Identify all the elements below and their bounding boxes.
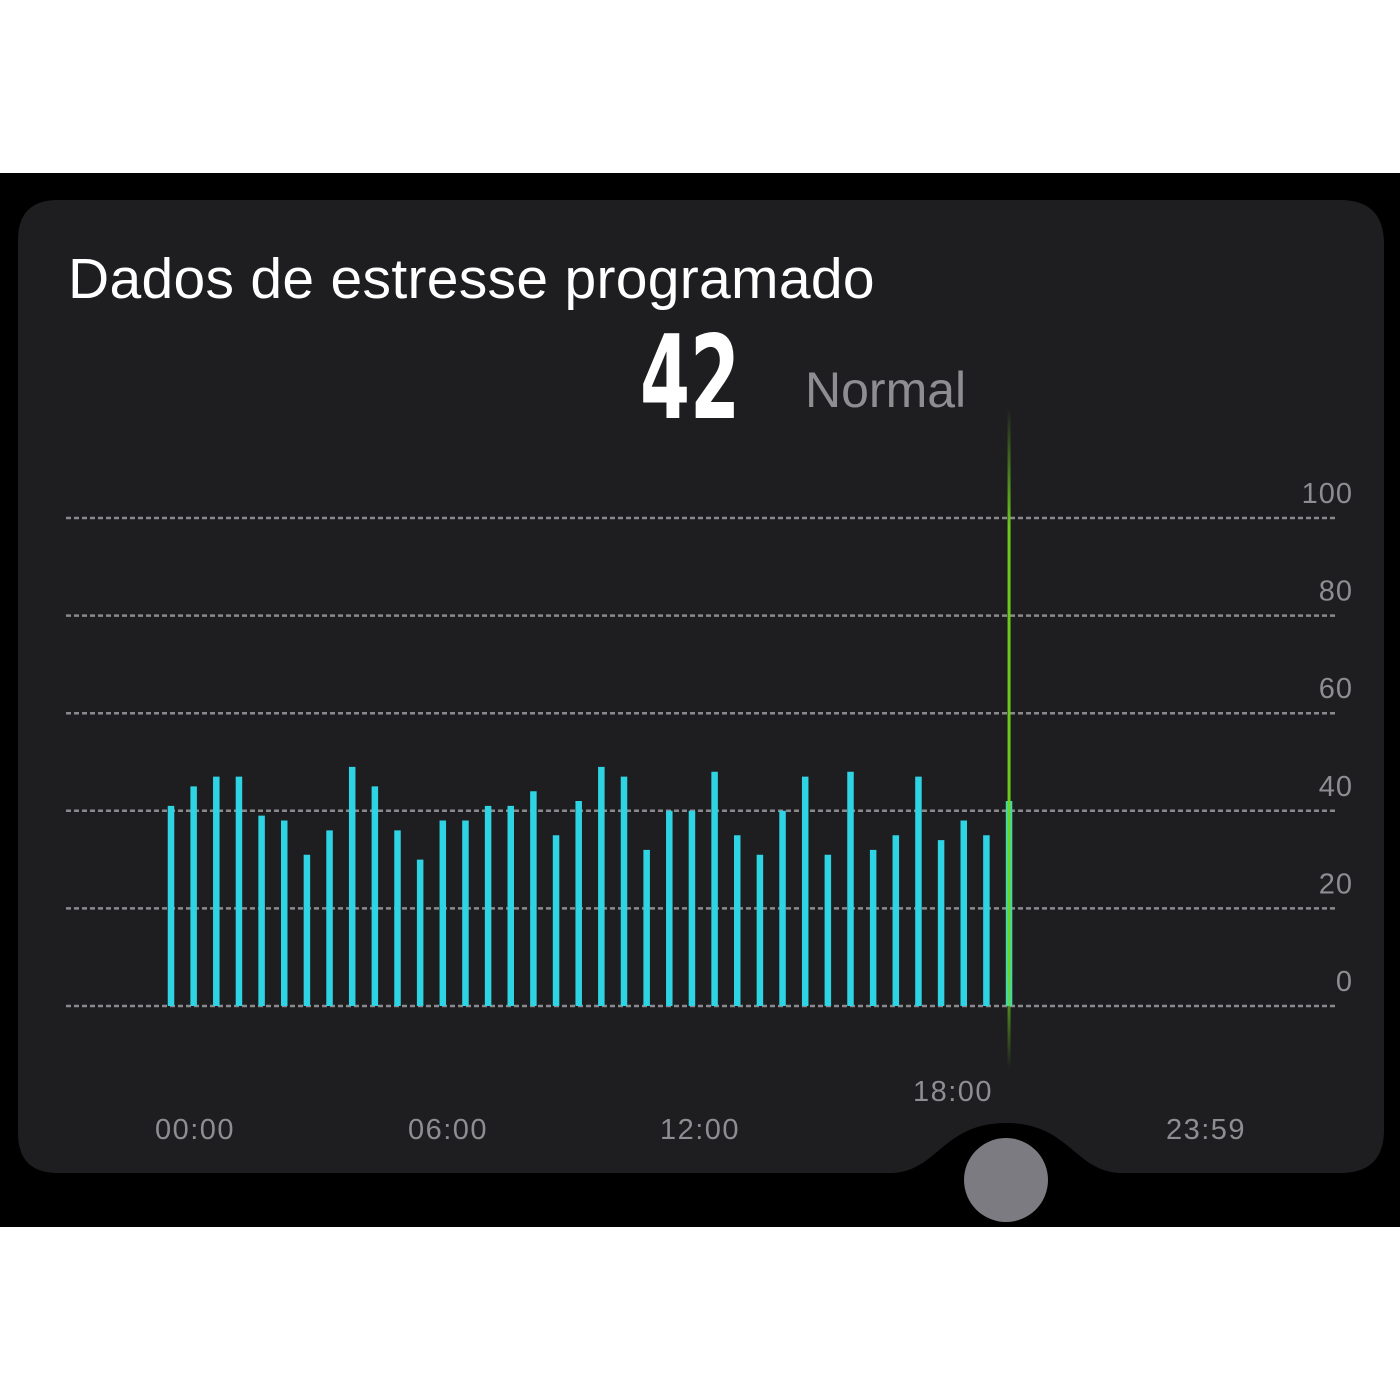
stress-screen: Dados de estresse programado 42 Normal 1… [0, 173, 1400, 1227]
card-background [18, 200, 1384, 1173]
x-tick-label: 06:00 [408, 1114, 488, 1146]
selected-time-label: 18:00 [913, 1076, 993, 1108]
y-tick-label: 40 [1319, 771, 1353, 803]
current-stress-value: 42 [640, 311, 741, 446]
y-tick-label: 80 [1319, 576, 1353, 608]
card-title: Dados de estresse programado [68, 247, 875, 311]
stress-bar-chart[interactable]: 100 80 60 40 20 0 00:00 06:00 12:00 18:00 23:59 [0, 173, 1400, 1227]
y-tick-label: 100 [1302, 478, 1353, 510]
x-tick-label: 12:00 [660, 1114, 740, 1146]
current-stress-level: Normal [805, 362, 967, 418]
y-tick-label: 0 [1336, 966, 1353, 998]
time-slider-handle[interactable] [964, 1138, 1048, 1222]
y-tick-label: 60 [1319, 673, 1353, 705]
y-tick-label: 20 [1319, 868, 1353, 900]
time-cursor-line [1007, 408, 1011, 1068]
x-tick-label: 00:00 [155, 1114, 235, 1146]
x-tick-label: 23:59 [1166, 1114, 1246, 1146]
